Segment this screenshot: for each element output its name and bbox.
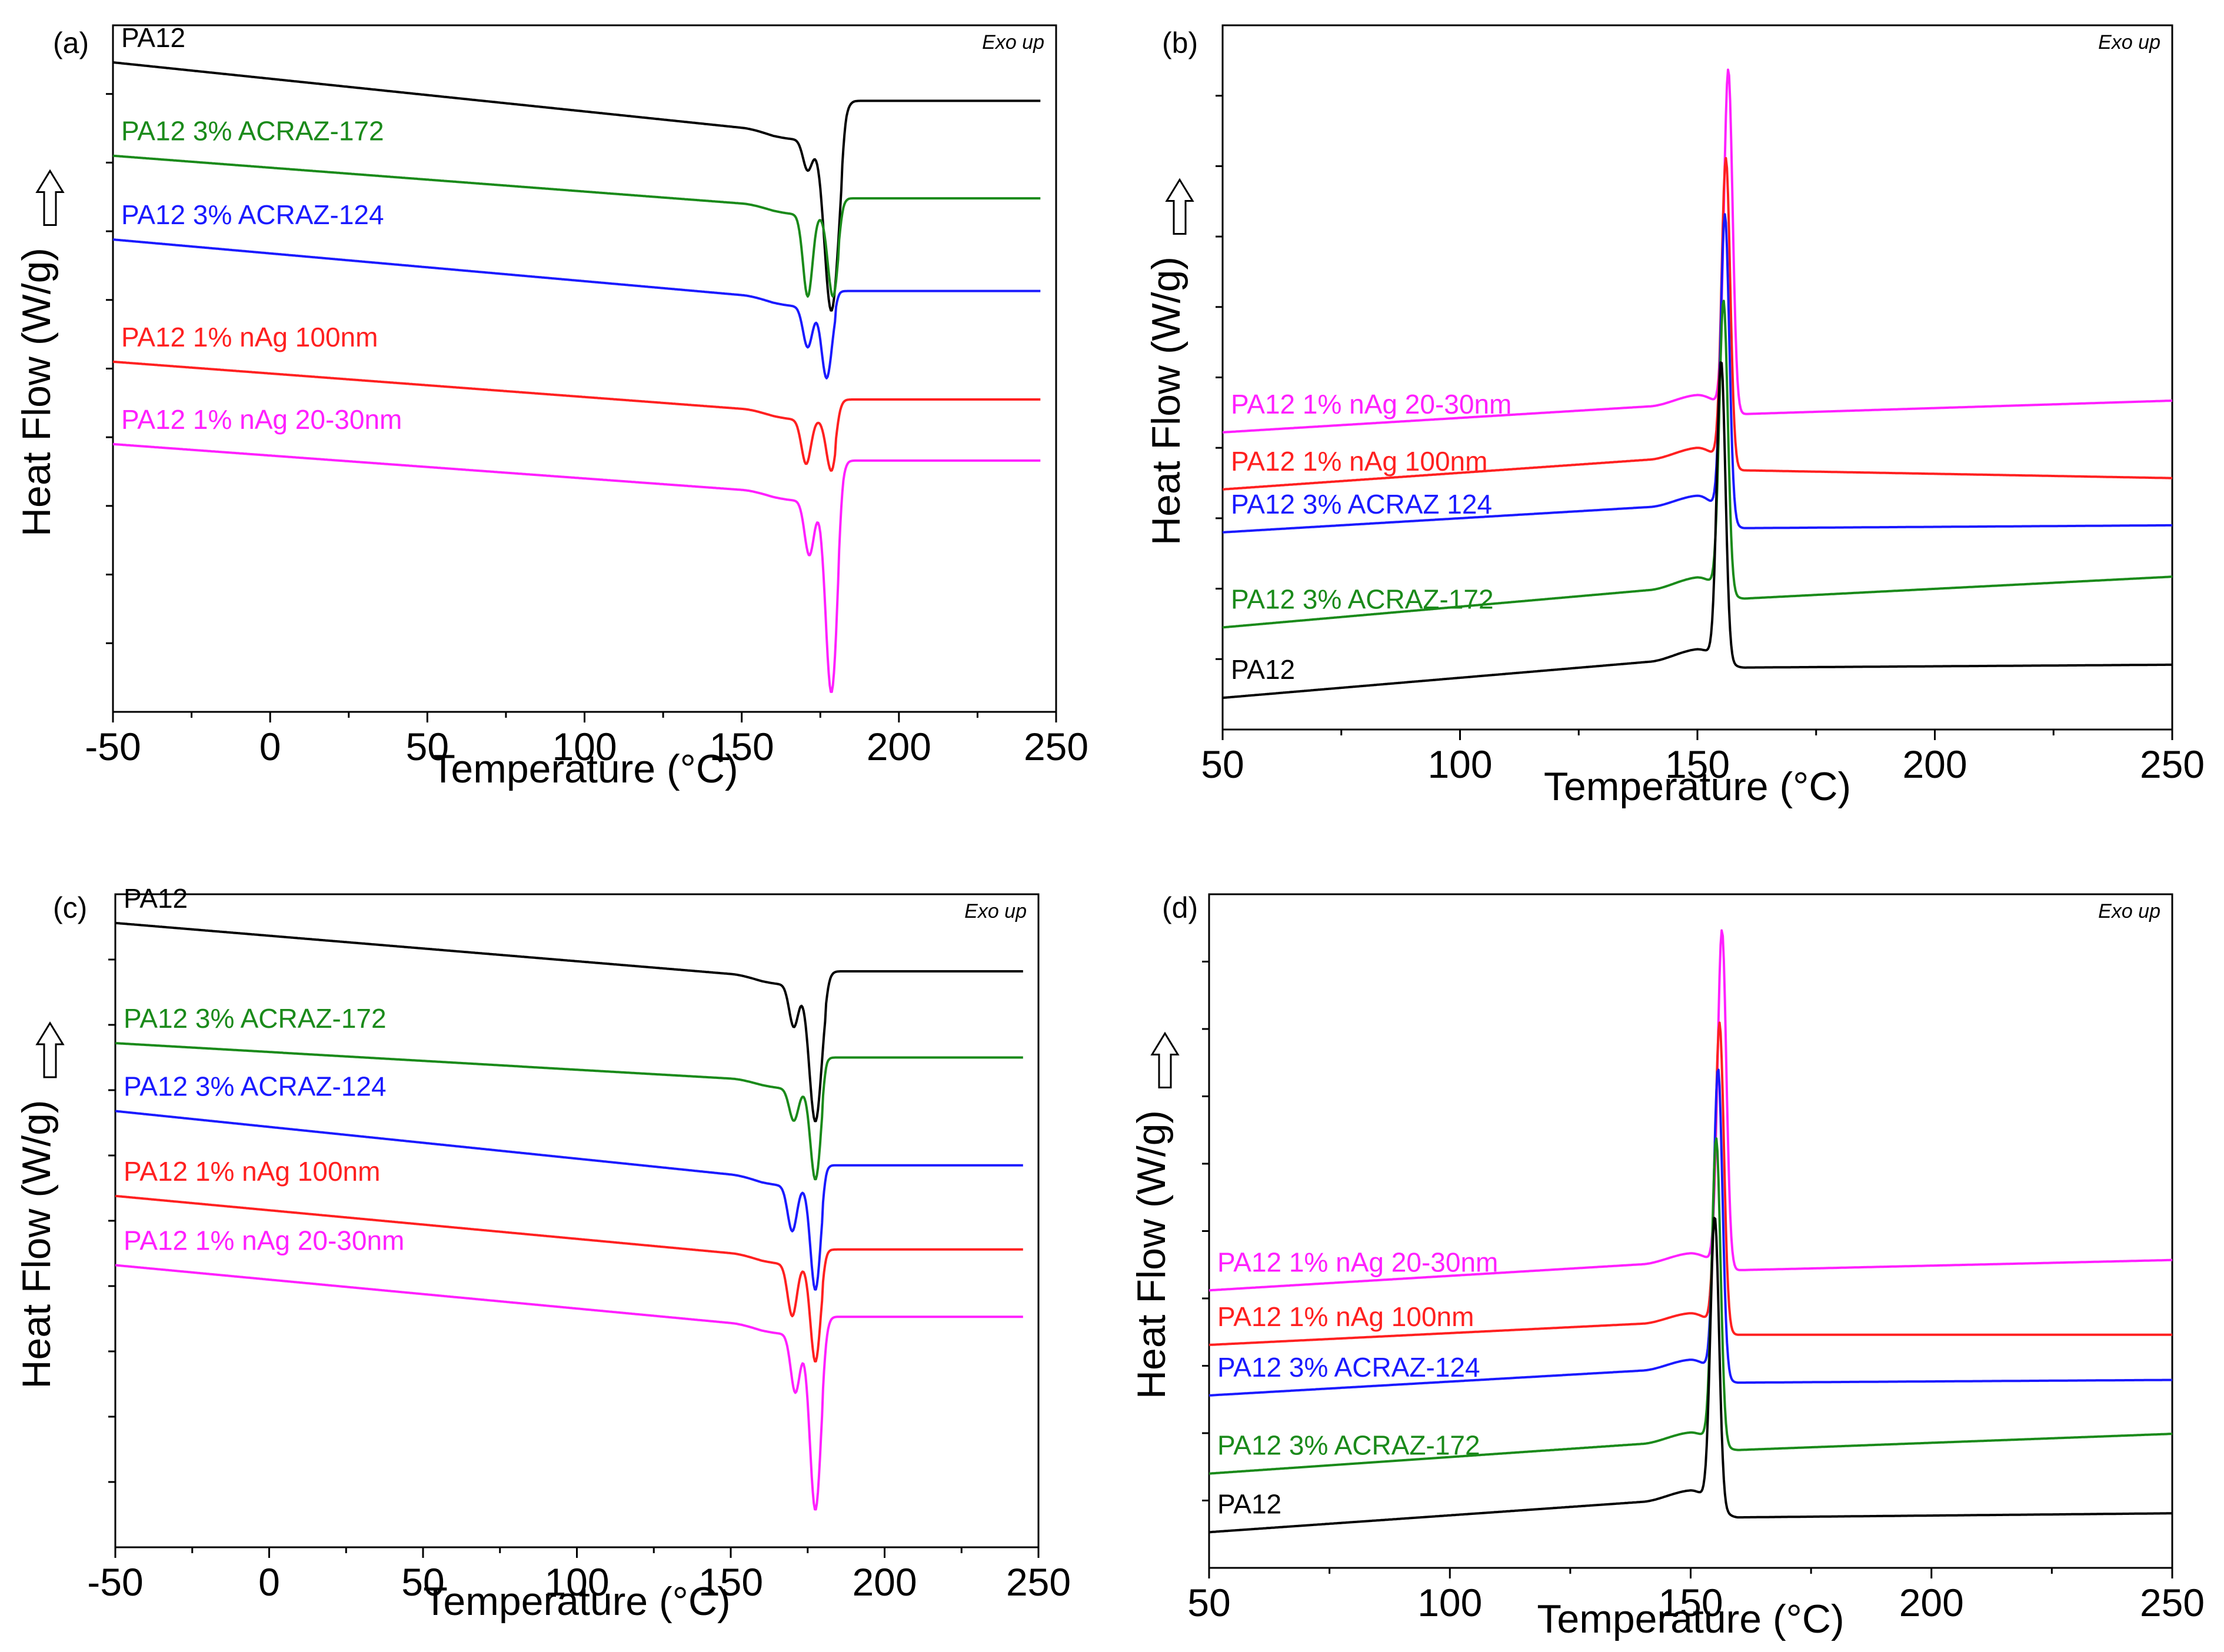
x-tick-label: -50 bbox=[85, 725, 141, 768]
panel-a-label: (a) bbox=[53, 26, 89, 59]
series-line-pa12-3-acraz-124 bbox=[1222, 213, 2173, 534]
series-label-pa12-1-nag-100nm: PA12 1% nAg 100nm bbox=[1217, 1301, 1474, 1332]
series-line-pa12-3-acraz-124 bbox=[112, 238, 1041, 379]
panel-d-label: (d) bbox=[1162, 891, 1198, 924]
series-line-pa12-1-nag-20-30nm bbox=[1222, 68, 2173, 434]
series-label-pa12: PA12 bbox=[1217, 1488, 1281, 1519]
series-label-pa12-3-acraz-124: PA12 3% ACRAZ-124 bbox=[124, 1071, 387, 1102]
series-label-pa12-3-acraz-172: PA12 3% ACRAZ-172 bbox=[1217, 1430, 1480, 1461]
x-tick-label: 200 bbox=[1902, 742, 1967, 786]
x-tick-label: 100 bbox=[1417, 1581, 1482, 1624]
series-line-pa12-3-acraz-172 bbox=[115, 1042, 1024, 1181]
x-tick-label: 100 bbox=[1427, 742, 1492, 786]
x-tick-label: 0 bbox=[259, 725, 281, 768]
x-tick-label: 50 bbox=[406, 725, 449, 768]
x-tick-label: 0 bbox=[258, 1560, 280, 1604]
x-tick-label: 200 bbox=[1899, 1581, 1964, 1624]
panel-c-y-axis-title: Heat Flow (W/g) bbox=[14, 1100, 59, 1388]
series-label-pa12: PA12 bbox=[124, 883, 188, 914]
series-label-pa12: PA12 bbox=[121, 22, 185, 53]
series-line-pa12-1-nag-20-30nm bbox=[115, 1264, 1024, 1511]
panel-a-exo-up-label: Exo up bbox=[982, 31, 1044, 54]
panel-b-exo-up-label: Exo up bbox=[2098, 31, 2160, 54]
series-label-pa12-1-nag-20-30nm: PA12 1% nAg 20-30nm bbox=[124, 1225, 404, 1255]
panel-a: -50 0 50 100 150 200 250 Temperature (°C) Heat F… bbox=[14, 22, 1088, 791]
x-tick-label: 50 bbox=[401, 1560, 444, 1604]
panel-c: -50 0 50 100 150 200 250 Temperature (°C) Heat F… bbox=[14, 883, 1071, 1624]
series-line-pa12-1-nag-100nm bbox=[1222, 156, 2173, 491]
series-line-pa12 bbox=[1208, 1217, 2173, 1534]
series-label-pa12-3-acraz-172: PA12 3% ACRAZ-172 bbox=[1231, 584, 1494, 614]
series-label-pa12-3-acraz-124: PA12 3% ACRAZ-124 bbox=[121, 199, 384, 230]
panel-b-label: (b) bbox=[1162, 26, 1198, 59]
panel-c-exo-up-label: Exo up bbox=[964, 900, 1027, 922]
x-tick-label: -50 bbox=[87, 1560, 143, 1604]
panel-b-frame bbox=[1221, 24, 2173, 731]
series-label-pa12-1-nag-100nm: PA12 1% nAg 100nm bbox=[121, 322, 378, 352]
up-arrow-icon bbox=[35, 169, 65, 226]
series-line-pa12 bbox=[112, 61, 1041, 312]
panel-c-x-axis-title: Temperature (°C) bbox=[423, 1579, 730, 1624]
x-tick-label: 100 bbox=[544, 1560, 609, 1604]
series-line-pa12-3-acraz-172 bbox=[1222, 299, 2173, 629]
series-label-pa12-1-nag-20-30nm: PA12 1% nAg 20-30nm bbox=[1231, 389, 1511, 419]
x-tick-label: 150 bbox=[698, 1560, 763, 1604]
series-line-pa12-1-nag-100nm bbox=[112, 360, 1041, 472]
up-arrow-icon bbox=[1150, 1031, 1180, 1088]
series-label-pa12-3-acraz-124: PA12 3% ACRAZ-124 bbox=[1217, 1352, 1480, 1383]
series-label-pa12-1-nag-100nm: PA12 1% nAg 100nm bbox=[1231, 446, 1487, 477]
panel-b: 50 100 150 200 250 Temperature (°C) Heat Flow … bbox=[1144, 24, 2205, 809]
series-label-pa12-1-nag-100nm: PA12 1% nAg 100nm bbox=[124, 1156, 380, 1187]
panel-d: 50 100 150 200 250 Temperature (°C) Heat Flow … bbox=[1129, 891, 2205, 1641]
series-line-pa12 bbox=[115, 921, 1024, 1123]
x-tick-label: 250 bbox=[1024, 725, 1088, 768]
panel-d-frame bbox=[1208, 893, 2173, 1569]
panel-d-exo-up-label: Exo up bbox=[2098, 900, 2160, 922]
x-tick-label: 100 bbox=[552, 725, 617, 768]
x-tick-label: 50 bbox=[1187, 1581, 1230, 1624]
series-label-pa12-1-nag-20-30nm: PA12 1% nAg 20-30nm bbox=[121, 404, 402, 435]
x-tick-label: 250 bbox=[2140, 742, 2205, 786]
series-line-pa12-1-nag-20-30nm bbox=[112, 442, 1041, 693]
series-label-pa12-1-nag-20-30nm: PA12 1% nAg 20-30nm bbox=[1217, 1247, 1498, 1277]
up-arrow-icon bbox=[35, 1021, 65, 1078]
up-arrow-icon bbox=[1165, 178, 1194, 235]
x-tick-label: 150 bbox=[710, 725, 774, 768]
x-tick-label: 250 bbox=[1006, 1560, 1071, 1604]
x-tick-label: 250 bbox=[2140, 1581, 2205, 1624]
series-line-pa12-1-nag-100nm bbox=[115, 1194, 1024, 1363]
panel-d-x-axis-title: Temperature (°C) bbox=[1537, 1597, 1844, 1641]
x-tick-label: 50 bbox=[1201, 742, 1244, 786]
series-label-pa12: PA12 bbox=[1231, 654, 1295, 685]
panel-c-label: (c) bbox=[53, 891, 87, 924]
x-tick-label: 150 bbox=[1658, 1581, 1723, 1624]
series-label-pa12-3-acraz-124: PA12 3% ACRAZ 124 bbox=[1231, 489, 1492, 519]
series-line-pa12-3-acraz-124 bbox=[1208, 1068, 2173, 1397]
series-line-pa12-3-acraz-172 bbox=[112, 154, 1041, 298]
x-tick-label: 200 bbox=[867, 725, 931, 768]
series-line-pa12-3-acraz-124 bbox=[115, 1110, 1024, 1291]
x-tick-label: 150 bbox=[1665, 742, 1730, 786]
x-tick-label: 200 bbox=[852, 1560, 917, 1604]
series-line-pa12-1-nag-100nm bbox=[1208, 1021, 2173, 1346]
panel-a-y-axis-title: Heat Flow (W/g) bbox=[14, 248, 59, 537]
panel-b-x-axis-title: Temperature (°C) bbox=[1544, 764, 1851, 809]
panel-d-y-axis-title: Heat Flow (W/g) bbox=[1129, 1110, 1174, 1399]
series-label-pa12-3-acraz-172: PA12 3% ACRAZ-172 bbox=[124, 1003, 387, 1034]
series-line-pa12 bbox=[1222, 361, 2173, 700]
panel-c-frame bbox=[114, 893, 1040, 1548]
panel-a-x-axis-title: Temperature (°C) bbox=[431, 747, 738, 791]
series-label-pa12-3-acraz-172: PA12 3% ACRAZ-172 bbox=[121, 116, 384, 146]
series-line-pa12-1-nag-20-30nm bbox=[1208, 929, 2173, 1292]
series-line-pa12-3-acraz-172 bbox=[1208, 1137, 2173, 1475]
panel-b-y-axis-title: Heat Flow (W/g) bbox=[1144, 257, 1188, 545]
